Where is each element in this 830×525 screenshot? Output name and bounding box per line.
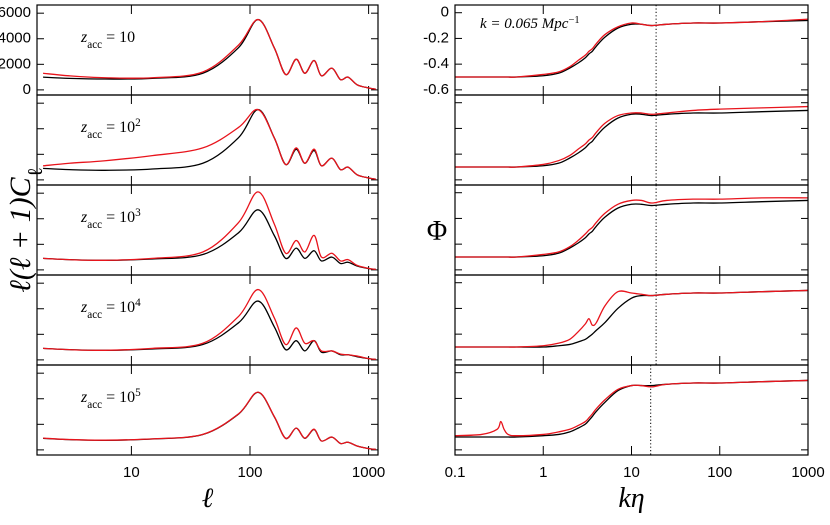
x-axis-label: kη (618, 483, 644, 514)
annotation-part: = 10 (102, 119, 135, 136)
y-axis-label-part: ℓ(ℓ + 1)C (4, 176, 37, 292)
series-line (454, 18, 809, 78)
series-line (43, 18, 376, 90)
y-tick-label: -0.4 (423, 55, 449, 72)
series-line (455, 109, 809, 168)
annotation-part: 2 (135, 117, 141, 129)
y-tick-label: 0 (441, 4, 449, 21)
y-axis-label-part: Φ (427, 216, 447, 247)
annotation-part: acc (87, 129, 102, 141)
annotation-part: −1 (568, 15, 579, 26)
y-axis-label-part: ℓ (23, 167, 47, 177)
annotation-part: = 10 (102, 389, 135, 406)
x-tick-label: 10 (623, 464, 640, 481)
y-tick-label: -0.2 (423, 29, 449, 46)
series-line (43, 391, 376, 451)
y-tick-label: 6000 (0, 4, 31, 21)
annotation-part: z (80, 29, 88, 46)
panel-frame (36, 364, 379, 456)
series-line (43, 18, 376, 90)
annotation-part: = 10 (102, 29, 135, 46)
series-line (43, 108, 376, 180)
series-line (454, 199, 809, 258)
series-line (43, 288, 376, 361)
series-line (454, 197, 809, 258)
x-tick-label: 100 (237, 464, 262, 481)
series-line (455, 105, 809, 168)
annotation-part: acc (87, 309, 102, 321)
annotation: zacc = 105 (80, 387, 141, 411)
y-axis-label: Φ (427, 216, 447, 247)
x-tick-label: 0.1 (445, 464, 466, 481)
x-tick-label: 1000 (791, 464, 824, 481)
series-line (455, 379, 809, 438)
y-tick-label: 4000 (0, 30, 31, 47)
series-line (454, 289, 809, 348)
x-tick-label: 10 (123, 464, 140, 481)
y-tick-label: 0 (23, 81, 31, 98)
x-tick-label: 100 (707, 464, 732, 481)
annotation: k = 0.065 Mpc−1 (480, 15, 580, 33)
x-tick-label: 1 (539, 464, 547, 481)
series-line (43, 108, 376, 180)
x-axis-label: ℓ (202, 483, 214, 514)
panel-frame (454, 274, 809, 366)
annotation: zacc = 103 (80, 207, 141, 231)
annotation-part: = 10 (102, 209, 135, 226)
annotation-part: 5 (135, 387, 141, 399)
annotation: zacc = 102 (80, 117, 141, 141)
annotation-part: = 10 (102, 299, 135, 316)
y-tick-label: 2000 (0, 55, 31, 72)
annotation-part: acc (87, 219, 102, 231)
panel-frame (454, 364, 809, 456)
series-line (43, 191, 376, 271)
y-axis-label: ℓ(ℓ + 1)Cℓ (4, 167, 47, 292)
series-line (454, 289, 809, 348)
annotation-part: 4 (135, 297, 141, 309)
annotation-part: z (80, 119, 88, 136)
annotation-part: z (80, 389, 88, 406)
annotation-part: 3 (135, 207, 141, 219)
series-line (454, 379, 809, 437)
annotation-part: acc (87, 39, 102, 51)
annotation: zacc = 10 (80, 29, 135, 51)
annotation-part: z (80, 299, 88, 316)
annotation-part: z (80, 209, 88, 226)
annotation-part: k = 0.065 Mpc (480, 16, 569, 32)
annotation-part: acc (87, 399, 102, 411)
x-tick-label: 1000 (352, 464, 385, 481)
annotation: zacc = 104 (80, 297, 141, 321)
y-tick-label: -0.6 (423, 81, 449, 98)
